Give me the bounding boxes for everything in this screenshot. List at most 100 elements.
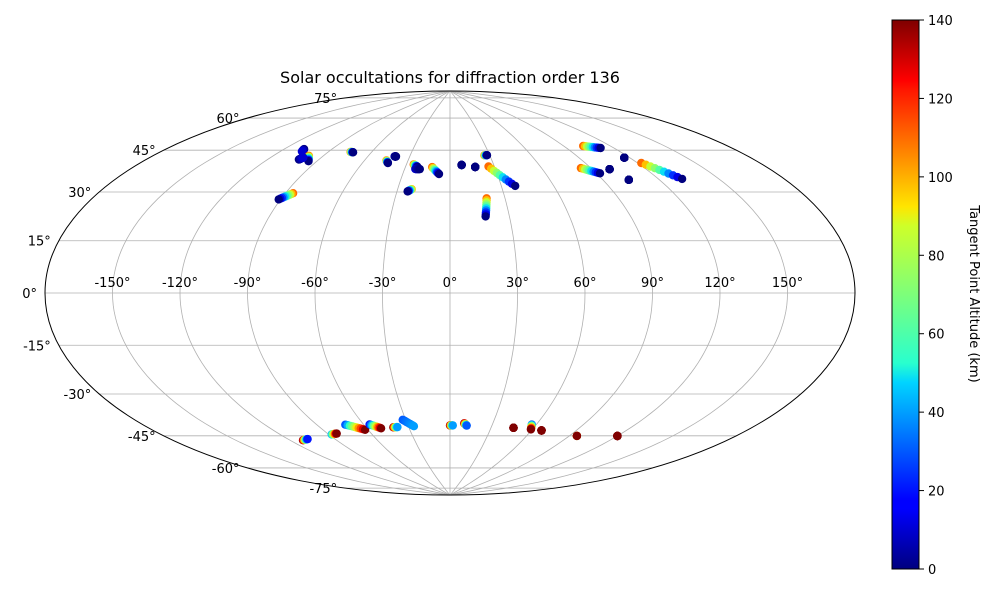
occultation-track	[365, 420, 386, 433]
colorbar-tick-label: 120	[928, 92, 953, 107]
occultation-track	[341, 420, 370, 434]
occultation-point	[482, 151, 492, 160]
colorbar-tick-label: 80	[928, 249, 945, 264]
x-tick-label: 0°	[443, 276, 458, 291]
chart-title: Solar occultations for diffraction order…	[280, 68, 620, 87]
occultation-track	[637, 158, 687, 184]
occultation-track	[389, 422, 402, 432]
x-tick-label: -60°	[301, 276, 329, 291]
occultation-point	[595, 169, 605, 178]
occultation-track	[471, 162, 480, 172]
occultation-track	[613, 431, 622, 441]
occultation-point	[471, 162, 480, 172]
occultation-track	[620, 153, 629, 162]
occultation-track	[298, 434, 312, 445]
occultation-point	[332, 429, 341, 438]
occultation-point	[572, 431, 582, 441]
occultation-track	[526, 420, 536, 434]
grid-meridian	[314, 91, 451, 495]
x-tick-label: 30°	[506, 276, 529, 291]
axis-tick-labels: -150° -120° -90° -60° -30° 0° 30° 60° 90° 120° 150…	[22, 92, 803, 497]
x-tick-label: 120°	[704, 276, 735, 291]
grid-meridian	[449, 91, 788, 495]
occultation-point	[596, 143, 605, 153]
x-tick-label: -30°	[369, 276, 397, 291]
occultation-point	[620, 153, 629, 162]
occultation-point	[448, 421, 457, 430]
x-tick-label: -150°	[94, 276, 130, 291]
y-tick-label: -60°	[212, 462, 240, 477]
colorbar: 0 20 40 60 80 100 120 140 Tangent Point Altitud…	[891, 14, 981, 578]
colorbar-label: Tangent Point Altitude (km)	[966, 204, 981, 382]
occultation-track	[398, 415, 419, 431]
x-tick-label: 60°	[573, 276, 596, 291]
occultation-point	[462, 421, 471, 430]
occultation-track	[428, 162, 444, 179]
occultation-track	[481, 194, 491, 221]
grid-meridian	[449, 91, 721, 495]
y-tick-label: -45°	[128, 430, 156, 445]
x-tick-label: -120°	[162, 276, 198, 291]
colorbar-tick-label: 100	[928, 171, 953, 186]
y-tick-label: -30°	[64, 388, 92, 403]
occultation-track	[457, 160, 466, 170]
occultation-track	[624, 175, 633, 184]
occultation-track	[576, 163, 605, 178]
y-tick-label: -15°	[23, 339, 51, 354]
grid-meridian	[449, 91, 653, 495]
colorbar-tick-label: 20	[928, 485, 945, 500]
occultation-track	[403, 185, 416, 196]
colorbar-ticks: 0 20 40 60 80 100 120 140	[919, 14, 953, 578]
occultation-point	[409, 422, 419, 431]
x-tick-label: 150°	[772, 276, 803, 291]
occultation-point	[511, 181, 520, 191]
y-tick-label: 60°	[216, 112, 239, 127]
occultation-track	[537, 426, 546, 435]
occultation-track	[509, 423, 518, 432]
occultation-point	[376, 424, 386, 433]
occultation-point	[348, 148, 358, 157]
occultation-point	[391, 152, 401, 161]
colorbar-gradient	[891, 19, 920, 570]
occultation-point	[303, 434, 312, 444]
y-tick-label: 75°	[314, 92, 337, 107]
occultation-track	[460, 419, 471, 430]
colorbar-tick-label: 40	[928, 406, 945, 421]
occultation-point	[383, 158, 393, 168]
occultation-point	[526, 425, 536, 434]
grid-meridian	[179, 91, 451, 495]
y-tick-label: 45°	[133, 144, 156, 159]
occultation-point	[393, 422, 402, 432]
occultation-track	[346, 147, 358, 157]
occultation-track	[390, 152, 401, 161]
occultation-point	[509, 423, 518, 432]
graticule	[45, 91, 855, 495]
x-tick-label: -90°	[234, 276, 262, 291]
occultation-points	[274, 141, 687, 445]
y-tick-label: 30°	[68, 186, 91, 201]
occultation-point	[624, 175, 633, 184]
occultation-track	[572, 431, 582, 441]
occultation-track	[445, 421, 457, 430]
occultation-track	[274, 189, 298, 204]
grid-meridian	[112, 91, 451, 495]
grid-meridian	[382, 91, 451, 495]
occultation-point	[274, 195, 283, 204]
y-tick-label: 15°	[28, 235, 51, 250]
occultation-point	[434, 169, 444, 179]
occultation-point	[537, 426, 546, 435]
occultation-point	[481, 212, 490, 221]
occultation-track	[480, 151, 492, 160]
occultation-point	[677, 174, 687, 184]
colorbar-tick-label: 60	[928, 328, 945, 343]
occultation-track	[411, 164, 424, 174]
occultation-track	[484, 162, 520, 191]
occultation-track	[605, 165, 614, 174]
occultation-track	[327, 429, 341, 439]
occultation-track	[579, 141, 605, 153]
map-boundary	[44, 90, 856, 496]
y-tick-label: 0°	[22, 287, 37, 302]
occultation-track	[297, 144, 309, 156]
